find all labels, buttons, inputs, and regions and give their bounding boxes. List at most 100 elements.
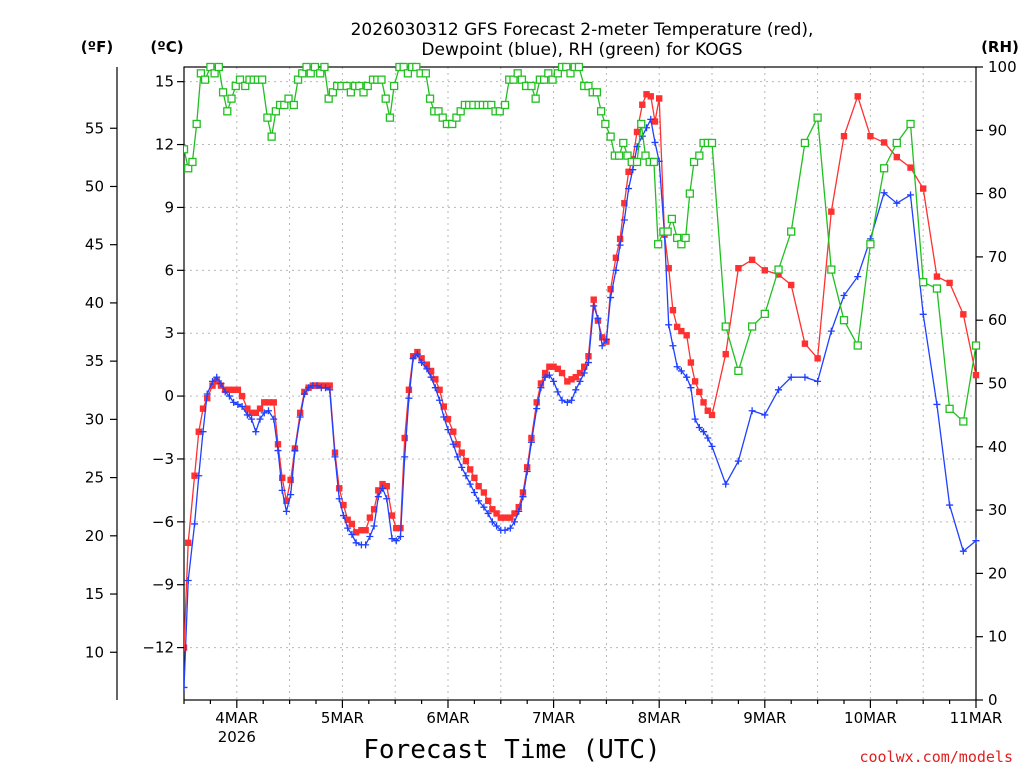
rh-marker xyxy=(566,69,575,78)
rh-marker xyxy=(906,119,915,129)
dewpoint-marker xyxy=(339,512,347,520)
temperature-marker xyxy=(393,524,400,532)
dewpoint-marker xyxy=(234,400,242,408)
dewpoint-marker xyxy=(734,457,742,465)
dewpoint-marker xyxy=(625,185,633,193)
dewpoint-marker xyxy=(418,359,426,367)
temperature-marker xyxy=(639,101,646,108)
dewpoint-marker xyxy=(230,398,238,406)
dewpoint-marker xyxy=(616,241,624,249)
dewpoint-marker xyxy=(594,315,602,323)
temperature-marker xyxy=(379,480,386,488)
temperature-marker xyxy=(405,386,413,393)
rh-marker xyxy=(813,113,822,122)
dewpoint-marker xyxy=(527,438,535,446)
rh-marker xyxy=(673,233,682,243)
rh-marker xyxy=(866,240,875,249)
temperature-marker xyxy=(383,483,390,490)
dewpoint-marker xyxy=(335,495,343,503)
temperature-marker xyxy=(388,512,396,519)
dewpoint-marker xyxy=(933,400,941,408)
temperature-marker xyxy=(546,363,553,370)
rh-marker xyxy=(218,88,228,97)
rh-tick-label: 0 xyxy=(988,691,998,709)
rh-marker xyxy=(681,233,690,243)
fahrenheit-tick-label: 55 xyxy=(85,119,104,137)
dewpoint-marker xyxy=(748,407,756,415)
rh-marker xyxy=(316,69,325,78)
dewpoint-marker xyxy=(695,424,703,432)
temperature-marker xyxy=(296,409,304,417)
x-axis-title: Forecast Time (UTC) xyxy=(363,735,660,765)
rh-marker xyxy=(592,88,602,97)
grid-lines xyxy=(183,67,977,700)
dewpoint-marker xyxy=(687,384,695,392)
temperature-marker xyxy=(265,399,272,406)
temperature-marker xyxy=(533,399,540,406)
rh-marker xyxy=(310,62,320,72)
temperature-marker xyxy=(907,164,914,171)
dewpoint-marker xyxy=(362,541,370,549)
temperature-marker xyxy=(454,441,461,448)
rh-marker xyxy=(231,81,240,91)
rh-marker xyxy=(919,278,928,287)
rh-marker xyxy=(500,100,510,110)
rh-marker xyxy=(284,94,293,103)
rh-marker xyxy=(695,151,704,160)
temperature-marker xyxy=(213,378,220,385)
rh-tick-label: 30 xyxy=(988,501,1007,519)
rh-marker xyxy=(513,69,522,78)
temperature-marker xyxy=(590,296,597,303)
fahrenheit-tick-label: 40 xyxy=(85,294,104,312)
temperature-marker xyxy=(418,355,425,362)
rh-marker xyxy=(614,151,624,160)
dewpoint-marker xyxy=(651,138,659,146)
temperature-marker xyxy=(283,497,290,505)
temperature-marker xyxy=(352,529,360,536)
dewpoint-marker xyxy=(515,507,523,515)
temperature-marker xyxy=(828,208,835,215)
rh-marker xyxy=(452,113,461,122)
dewpoint-marker xyxy=(519,493,527,501)
dewpoint-marker xyxy=(300,390,308,398)
x-tick-label: 4MAR xyxy=(215,709,258,727)
dewpoint-marker xyxy=(673,363,681,371)
dewpoint-marker xyxy=(598,342,606,350)
dewpoint-marker xyxy=(296,413,304,421)
rh-marker xyxy=(734,366,743,375)
rh-marker xyxy=(241,81,250,91)
dewpoint-marker xyxy=(370,522,378,530)
dewpoint-marker xyxy=(225,392,233,400)
rh-unit-label: (RH) xyxy=(981,38,1019,56)
dewpoint-marker xyxy=(274,447,282,455)
dewpoint-marker xyxy=(488,518,496,526)
rh-marker xyxy=(188,157,197,167)
dewpoint-marker xyxy=(683,373,691,381)
temperature-marker xyxy=(340,501,347,509)
temperature-marker xyxy=(801,340,809,347)
dewpoint-marker xyxy=(409,354,417,362)
dewpoint-marker xyxy=(700,428,708,436)
dewpoint-marker xyxy=(501,526,509,534)
rh-marker xyxy=(707,138,717,148)
temperature-marker xyxy=(238,392,246,400)
temperature-marker xyxy=(185,539,192,546)
rh-marker xyxy=(421,69,430,78)
rh-marker xyxy=(959,417,968,426)
temperature-marker xyxy=(598,334,606,341)
rh-marker xyxy=(649,157,659,167)
dewpoint-marker xyxy=(291,447,299,455)
rh-marker xyxy=(448,119,457,129)
rh-marker xyxy=(663,227,672,236)
temperature-marker xyxy=(643,91,650,98)
rh-marker xyxy=(403,69,413,78)
temperature-marker xyxy=(541,369,549,377)
rh-marker xyxy=(539,75,549,84)
dewpoint-marker xyxy=(919,310,927,318)
rh-marker xyxy=(971,341,981,350)
celsius-tick-label: 6 xyxy=(164,261,174,279)
rh-marker xyxy=(192,119,201,129)
dewpoint-marker xyxy=(590,302,598,310)
temperature-marker xyxy=(572,374,579,381)
